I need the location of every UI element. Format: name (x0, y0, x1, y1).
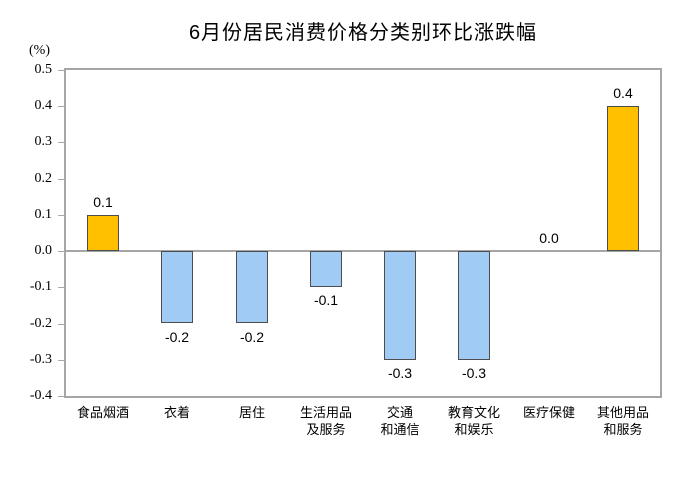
bar (607, 106, 639, 251)
bar (310, 251, 342, 287)
bar-value-label: -0.2 (239, 329, 265, 345)
y-tick-label: 0.2 (34, 171, 53, 186)
bar-value-label: 0.4 (613, 85, 633, 101)
y-tick-label: 0.1 (34, 207, 53, 222)
category-label: 食品烟酒 (58, 404, 148, 421)
category-label-line: 和服务 (603, 422, 643, 437)
bar-value-label: -0.3 (461, 365, 487, 381)
bar (458, 251, 490, 360)
bar (384, 251, 416, 360)
category-label: 衣着 (132, 404, 222, 421)
bar (236, 251, 268, 323)
y-tick-mark (58, 106, 65, 107)
category-label-line: 和通信 (380, 422, 420, 437)
category-label: 教育文化 和娱乐 (429, 404, 519, 438)
zero-line (66, 250, 660, 252)
category-label-line: 交通 (386, 405, 413, 420)
bar-value-label: -0.2 (164, 329, 190, 345)
y-tick-mark (58, 70, 65, 71)
y-tick-label: -0.1 (29, 279, 52, 294)
y-tick-mark (58, 251, 65, 252)
category-label-line: 居住 (238, 405, 265, 420)
y-tick-label: -0.3 (29, 352, 52, 367)
y-tick-label: -0.2 (29, 316, 52, 331)
y-tick-mark (58, 324, 65, 325)
y-tick-mark (58, 396, 65, 397)
y-tick-label: 0.3 (34, 134, 53, 149)
y-tick-label: 0.5 (34, 62, 53, 77)
category-label: 医疗保健 (504, 404, 594, 421)
y-tick-label: 0.0 (34, 243, 53, 258)
bar (87, 215, 119, 251)
category-label: 居住 (207, 404, 297, 421)
category-label: 生活用品 及服务 (281, 404, 371, 438)
category-label-line: 和娱乐 (454, 422, 494, 437)
category-label: 其他用品 和服务 (578, 404, 668, 438)
y-tick-mark (58, 142, 65, 143)
y-tick-label: -0.4 (29, 388, 52, 403)
bar-value-label: -0.1 (313, 292, 339, 308)
bar-value-label: 0.0 (539, 230, 559, 246)
y-axis-unit-label: (%) (29, 43, 50, 58)
bar-value-label: -0.3 (387, 365, 413, 381)
y-tick-mark (58, 179, 65, 180)
y-tick-label: 0.4 (34, 98, 53, 113)
chart-title: 6月份居民消费价格分类别环比涨跌幅 (188, 22, 538, 44)
category-label-line: 食品烟酒 (76, 405, 129, 420)
category-label-line: 衣着 (163, 405, 190, 420)
category-label-line: 及服务 (306, 422, 346, 437)
y-tick-mark (58, 360, 65, 361)
category-label-line: 生活用品 (299, 405, 352, 420)
y-tick-mark (58, 287, 65, 288)
plot-inner: 0.1 -0.2 -0.2 -0.1 -0.3 -0.3 0.0 0.4 (66, 70, 660, 396)
y-tick-mark (58, 215, 65, 216)
plot-area: 0.1 -0.2 -0.2 -0.1 -0.3 -0.3 0.0 0.4 (64, 68, 662, 398)
category-label: 交通 和通信 (355, 404, 445, 438)
bar-value-label: 0.1 (93, 194, 113, 210)
category-label-line: 其他用品 (596, 405, 649, 420)
bar (161, 251, 193, 323)
category-label-line: 教育文化 (447, 405, 500, 420)
category-label-line: 医疗保健 (522, 405, 575, 420)
